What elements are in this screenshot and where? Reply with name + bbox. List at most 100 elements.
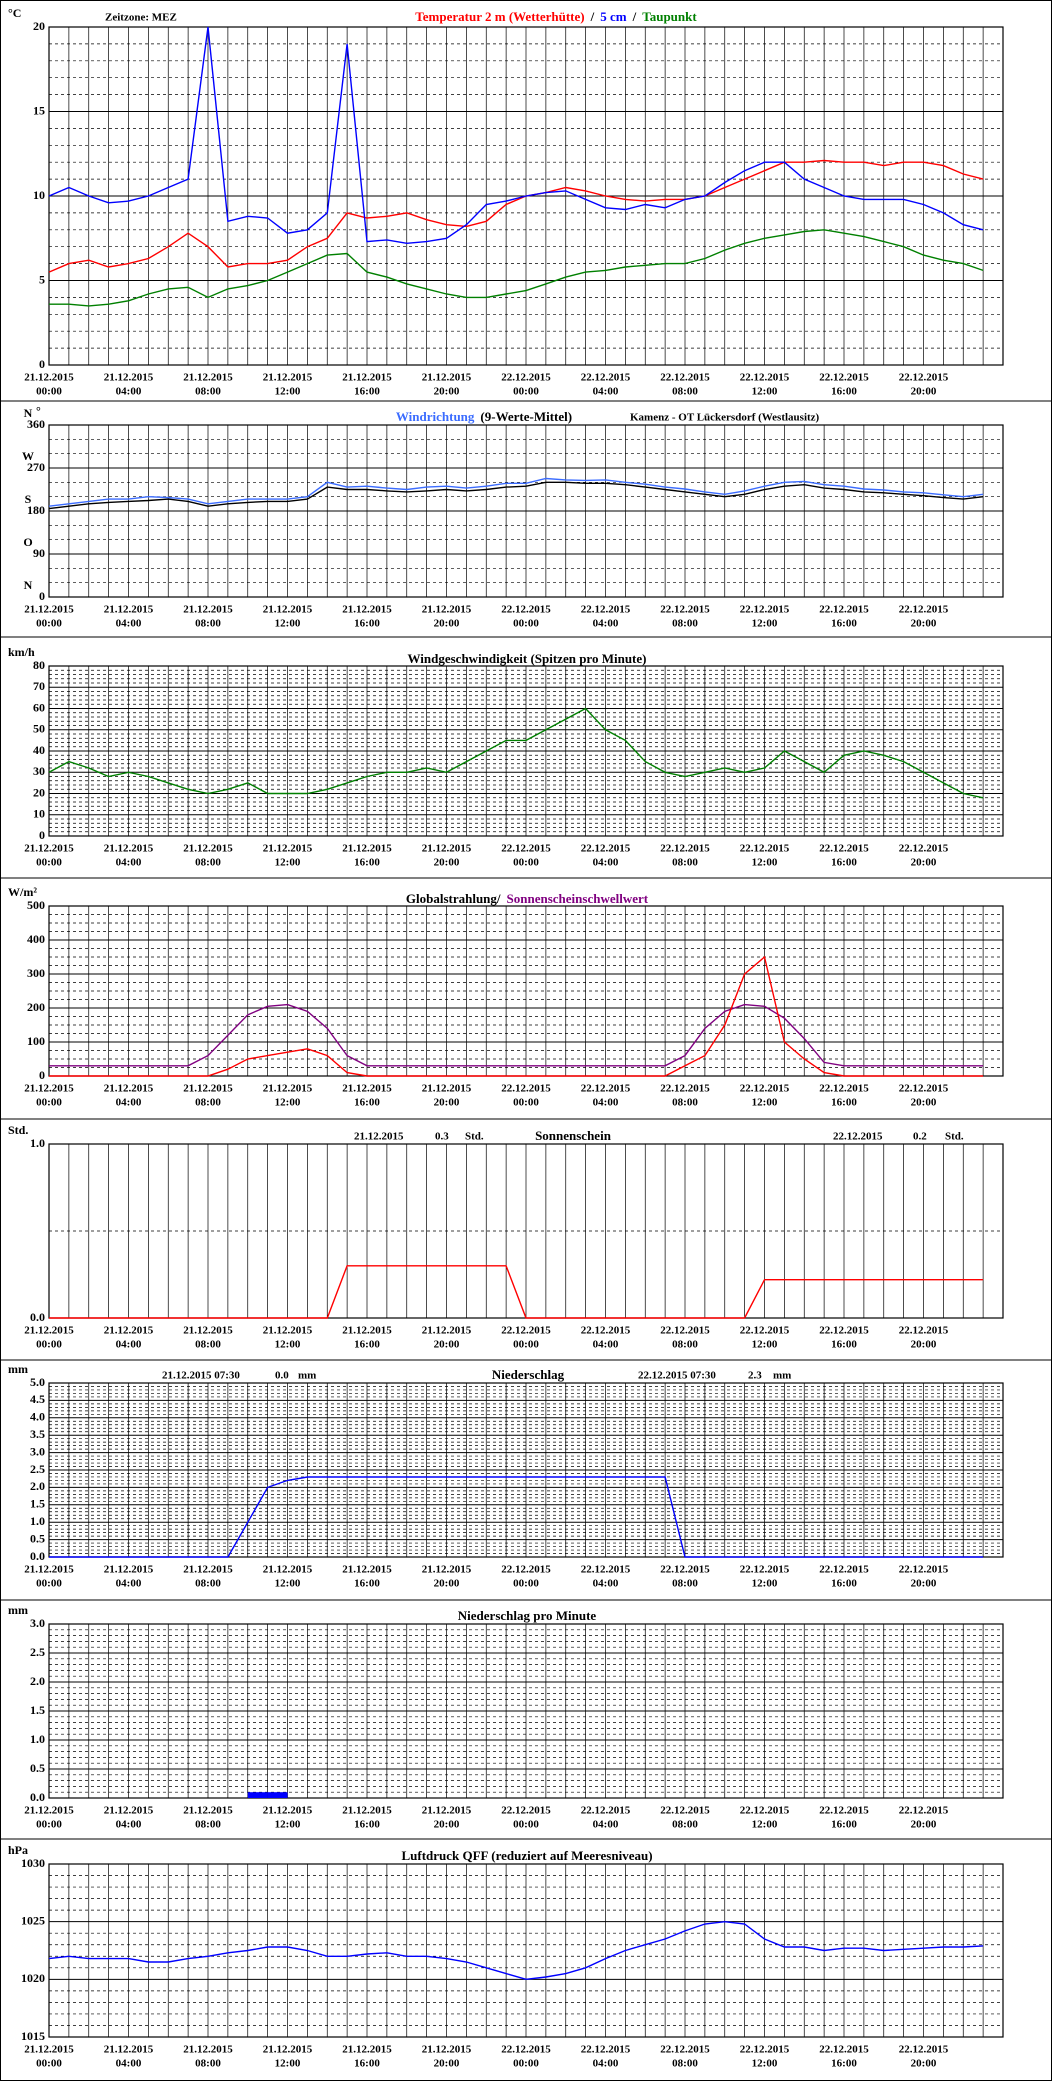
y-tick-label: 10 — [33, 807, 45, 821]
x-tick-label: 04:00 — [593, 618, 619, 630]
x-tick-label: 04:00 — [593, 1097, 619, 1109]
x-tick-label: 22.12.2015 — [740, 1083, 790, 1095]
title-part: 5 cm — [600, 9, 627, 24]
title-part: Taupunkt — [642, 9, 697, 24]
x-tick-label: 22.12.2015 — [660, 1325, 710, 1337]
x-tick-label: 04:00 — [116, 618, 142, 630]
y-tick-label: 70 — [33, 679, 45, 693]
x-tick-label: 22.12.2015 — [581, 372, 631, 384]
x-tick-label: 08:00 — [195, 1097, 221, 1109]
x-tick-label: 22.12.2015 — [501, 1805, 551, 1817]
x-tick-label: 20:00 — [434, 618, 460, 630]
y-tick-label: 3.0 — [30, 1616, 45, 1630]
x-tick-label: 21.12.2015 — [183, 1325, 233, 1337]
title-part: / — [590, 9, 595, 24]
x-tick-label: 20:00 — [434, 1578, 460, 1590]
x-tick-label: 00:00 — [513, 386, 539, 398]
x-tick-label: 21.12.2015 — [263, 1083, 313, 1095]
x-tick-label: 22.12.2015 — [501, 372, 551, 384]
y-tick-label: 20 — [33, 785, 45, 799]
x-tick-label: 08:00 — [672, 857, 698, 869]
x-tick-label: 04:00 — [116, 857, 142, 869]
annotation: 0.0 — [275, 1370, 289, 1382]
x-tick-label: 21.12.2015 — [263, 843, 313, 855]
annotation: mm — [298, 1370, 316, 1382]
x-tick-label: 20:00 — [434, 2058, 460, 2070]
x-tick-label: 16:00 — [354, 618, 380, 630]
x-tick-label: 22.12.2015 — [819, 843, 869, 855]
x-tick-label: 00:00 — [513, 857, 539, 869]
x-tick-label: 16:00 — [354, 386, 380, 398]
x-tick-label: 08:00 — [195, 1339, 221, 1351]
x-tick-label: 22.12.2015 — [819, 1083, 869, 1095]
x-tick-label: 21.12.2015 — [263, 1564, 313, 1576]
x-tick-label: 21.12.2015 — [342, 843, 392, 855]
x-tick-label: 00:00 — [36, 2058, 62, 2070]
title-part: Windrichtung — [396, 409, 475, 424]
x-tick-label: 08:00 — [672, 1819, 698, 1831]
x-tick-label: 12:00 — [752, 857, 778, 869]
x-tick-label: 21.12.2015 — [183, 2044, 233, 2056]
x-tick-label: 04:00 — [593, 386, 619, 398]
x-tick-label: 04:00 — [116, 2058, 142, 2070]
x-tick-label: 22.12.2015 — [581, 2044, 631, 2056]
x-tick-label: 22.12.2015 — [660, 2044, 710, 2056]
x-tick-label: 12:00 — [752, 1578, 778, 1590]
chart-title: Niederschlag — [492, 1367, 565, 1382]
x-tick-label: 20:00 — [911, 857, 937, 869]
x-tick-label: 00:00 — [36, 386, 62, 398]
x-tick-label: 16:00 — [354, 1339, 380, 1351]
y-tick-label: 270 — [27, 460, 45, 474]
y-axis-unit: °C — [8, 6, 21, 20]
annotation: 0.3 — [435, 1131, 449, 1143]
x-tick-label: 22.12.2015 — [501, 2044, 551, 2056]
y-tick-label: 1030 — [21, 1856, 45, 1870]
x-tick-label: 21.12.2015 — [24, 1325, 74, 1337]
x-tick-label: 21.12.2015 — [263, 2044, 313, 2056]
x-tick-label: 12:00 — [275, 618, 301, 630]
x-tick-label: 21.12.2015 — [24, 1083, 74, 1095]
x-tick-label: 21.12.2015 — [422, 843, 472, 855]
x-tick-label: 00:00 — [513, 1339, 539, 1351]
x-tick-label: 21.12.2015 — [183, 372, 233, 384]
x-tick-label: 12:00 — [275, 1578, 301, 1590]
x-tick-label: 08:00 — [672, 1339, 698, 1351]
x-tick-label: 21.12.2015 — [342, 1083, 392, 1095]
x-tick-label: 20:00 — [434, 1339, 460, 1351]
y-tick-label: 1025 — [21, 1913, 45, 1927]
y-tick-label: 2.0 — [30, 1479, 45, 1493]
series-line — [48, 481, 984, 510]
x-tick-label: 12:00 — [275, 386, 301, 398]
x-tick-label: 12:00 — [275, 1819, 301, 1831]
x-tick-label: 22.12.2015 — [501, 1325, 551, 1337]
x-tick-label: 21.12.2015 — [183, 1564, 233, 1576]
plot-frame — [48, 1382, 1004, 1558]
y-tick-label: 0 — [39, 828, 45, 842]
series-line — [49, 1265, 984, 1319]
annotation: Kamenz - OT Lückersdorf (Westlausitz) — [630, 412, 820, 424]
x-tick-label: 21.12.2015 — [104, 2044, 154, 2056]
y-tick-label: 40 — [33, 743, 45, 757]
x-tick-label: 21.12.2015 — [342, 1325, 392, 1337]
x-tick-label: 12:00 — [752, 1819, 778, 1831]
x-tick-label: 22.12.2015 — [660, 372, 710, 384]
y-axis-unit: hPa — [8, 1843, 28, 1857]
x-tick-label: 21.12.2015 — [342, 372, 392, 384]
x-tick-label: 04:00 — [593, 1339, 619, 1351]
y-axis-unit: km/h — [8, 645, 35, 659]
x-tick-label: 21.12.2015 — [263, 604, 313, 616]
y-tick-label: 0 — [39, 357, 45, 371]
title-part: (9-Werte-Mittel) — [480, 409, 572, 424]
plot-frame — [48, 1623, 1004, 1799]
y-tick-label: 4.5 — [30, 1392, 45, 1406]
annotation: Std. — [945, 1131, 964, 1143]
x-tick-label: 22.12.2015 — [501, 1564, 551, 1576]
x-tick-label: 21.12.2015 — [24, 1805, 74, 1817]
x-tick-label: 22.12.2015 — [660, 1805, 710, 1817]
series-line — [49, 1476, 984, 1558]
y-tick-label: 60 — [33, 700, 45, 714]
x-tick-label: 21.12.2015 — [422, 1325, 472, 1337]
y-tick-label: 0.5 — [30, 1761, 45, 1775]
x-tick-label: 04:00 — [593, 1578, 619, 1590]
y-axis-unit: mm — [8, 1603, 28, 1617]
